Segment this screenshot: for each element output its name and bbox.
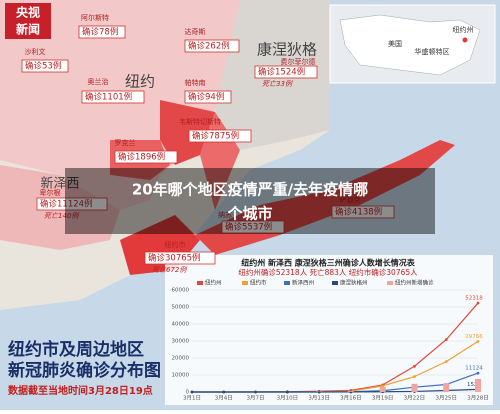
x-tick-label: 3月4日: [215, 395, 233, 402]
county-name: 罗克兰: [115, 138, 136, 147]
chart-title: 纽约州 新泽西 康涅狄格三州确诊人数增长情况表: [241, 258, 416, 268]
y-tick-label: 30000: [172, 339, 190, 345]
region-big-label: 康涅狄格: [257, 41, 317, 59]
x-tick-label: 3月1日: [183, 395, 201, 402]
case-count: 确诊262例: [188, 41, 230, 52]
point: [413, 365, 416, 368]
caption-subtitle: 新冠肺炎确诊分布图: [8, 360, 161, 381]
county-name: 达奇斯: [185, 27, 206, 36]
y-tick-label: 20000: [172, 356, 190, 362]
point: [445, 338, 448, 341]
legend-swatch: [387, 281, 393, 285]
case-count: 确诊53例: [25, 61, 61, 72]
point: [477, 302, 480, 305]
county-name: 卑尔根: [40, 188, 61, 197]
legend-label: 纽约市: [250, 279, 267, 287]
inset-label: 纽约州: [453, 25, 474, 34]
case-count: 确诊1896例: [118, 152, 165, 163]
county-name: 纽约市: [165, 240, 186, 249]
point: [191, 391, 194, 394]
end-label: 11124: [465, 366, 483, 372]
legend-swatch: [242, 281, 248, 285]
x-tick-label: 3月10日: [277, 395, 299, 402]
bar: [411, 384, 417, 392]
case-count: 确诊78例: [82, 27, 118, 38]
point: [413, 375, 416, 378]
logo-text: 新闻: [16, 22, 40, 37]
case-count: 确诊30765例: [148, 253, 201, 264]
y-tick-label: 10000: [172, 373, 190, 379]
bar: [443, 383, 449, 392]
x-tick-label: 3月19日: [372, 395, 394, 402]
overlay-text: 个城市: [226, 205, 272, 223]
inset-dot: [463, 38, 468, 43]
x-tick-label: 3月25日: [435, 395, 457, 402]
caption-title: 纽约市及周边地区: [8, 339, 144, 360]
county-name: 奥兰治: [88, 77, 109, 86]
inset-label: 华盛顿特区: [415, 47, 450, 56]
death-count: 死亡672例: [152, 266, 187, 274]
legend-swatch: [332, 281, 338, 285]
bar: [475, 379, 481, 392]
end-label: 29766: [465, 334, 483, 340]
x-tick-label: 3月7日: [247, 395, 265, 402]
county-name: 阿尔斯特: [81, 13, 109, 22]
point: [477, 372, 480, 375]
chart-summary: 纽约州确诊52318人 死亡883人 纽约市确诊30765人: [238, 267, 418, 277]
point: [381, 384, 384, 387]
legend-swatch: [284, 281, 290, 285]
caption-note: 数据截至当地时间3月28日19点: [8, 384, 153, 397]
case-count: 确诊94例: [188, 92, 224, 103]
x-tick-label: 3月22日: [404, 395, 426, 402]
inset-label: 美国: [388, 39, 402, 48]
region-big-label: 纽约: [125, 73, 155, 91]
county-name: 沙利文: [25, 47, 46, 56]
bar: [348, 391, 354, 392]
overlay-banner: [65, 168, 435, 234]
logo-text: 央视: [16, 5, 40, 20]
county-name: 帕特南: [185, 78, 206, 87]
death-count: 死亡33例: [262, 80, 293, 88]
point: [445, 360, 448, 363]
case-count: 确诊1101例: [85, 92, 132, 103]
legend-label: 新泽西州: [292, 279, 314, 287]
overlay-text: 20年哪个地区疫情严重/去年疫情哪: [132, 181, 368, 199]
case-count: 确诊7875例: [192, 131, 239, 142]
chart-panel: [165, 255, 493, 405]
legend-label: 纽约州新增确诊: [395, 279, 434, 287]
x-tick-label: 3月13日: [308, 395, 330, 402]
y-tick-label: 50000: [172, 305, 190, 311]
legend-label: 康涅狄格州: [340, 279, 368, 287]
legend-label: 纽约州: [205, 279, 222, 287]
county-name: 韦斯特切斯特: [179, 117, 221, 126]
point: [477, 340, 480, 343]
legend-swatch: [197, 281, 203, 285]
county-name: 费尔菲尔德: [281, 57, 316, 66]
case-count: 确诊1524例: [258, 67, 305, 78]
bar: [380, 387, 386, 392]
y-tick-label: 40000: [172, 322, 190, 328]
end-label: 52318: [465, 296, 483, 302]
x-tick-label: 3月16日: [340, 395, 362, 402]
x-tick-label: 3月28日: [467, 395, 489, 402]
y-tick-label: 60000: [172, 288, 190, 294]
